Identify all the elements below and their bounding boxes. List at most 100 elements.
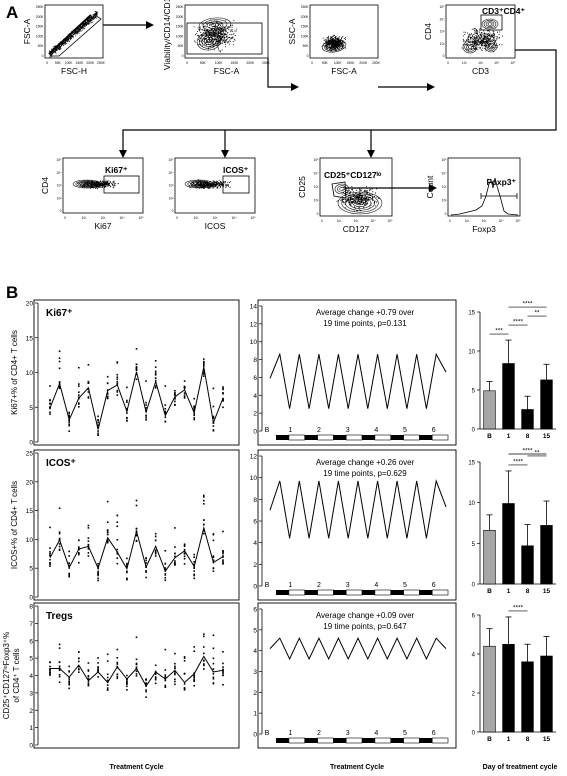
- event-dot: [477, 41, 479, 43]
- event-dot: [332, 46, 334, 47]
- data-point: [78, 406, 80, 408]
- event-dot: [215, 182, 217, 184]
- data-point: [87, 684, 90, 687]
- event-dot: [105, 181, 107, 183]
- data-point: [183, 397, 186, 399]
- event-dot: [108, 184, 110, 186]
- event-dot: [344, 42, 345, 44]
- event-dot: [219, 38, 221, 40]
- event-dot: [91, 182, 93, 183]
- event-dot: [55, 52, 57, 54]
- data-point: [222, 388, 224, 391]
- event-dot: [207, 182, 209, 184]
- event-dot: [54, 51, 56, 53]
- data-point: [203, 364, 205, 366]
- density-contour: [485, 21, 495, 27]
- density-contour: [348, 197, 372, 209]
- data-point: [58, 350, 61, 353]
- data-point: [154, 539, 157, 542]
- bar-category: 1: [507, 588, 511, 595]
- event-dot: [353, 199, 355, 201]
- event-dot: [100, 180, 102, 182]
- data-point: [116, 391, 119, 393]
- event-dot: [219, 33, 221, 35]
- event-dot: [98, 184, 100, 186]
- y-tick-label: 0: [29, 743, 33, 750]
- event-dot: [99, 185, 100, 187]
- data-point: [78, 403, 80, 405]
- event-dot: [87, 19, 89, 21]
- event-dot: [210, 186, 212, 187]
- density-contour: [187, 180, 211, 188]
- data-point: [203, 375, 205, 377]
- event-dot: [203, 37, 205, 39]
- event-dot: [97, 188, 98, 189]
- event-dot: [94, 10, 96, 12]
- density-contour: [481, 18, 499, 30]
- event-dot: [364, 203, 366, 205]
- data-point: [49, 385, 51, 387]
- event-dot: [480, 33, 482, 35]
- event-dot: [485, 39, 487, 41]
- event-dot: [228, 43, 230, 45]
- y-tick-label: 10⁴: [439, 17, 445, 21]
- event-dot: [59, 41, 61, 43]
- density-contour: [193, 182, 205, 186]
- event-dot: [488, 31, 490, 33]
- event-dot: [483, 40, 484, 42]
- event-dot: [202, 45, 203, 47]
- event-dot: [216, 41, 218, 43]
- event-dot: [474, 49, 476, 50]
- event-dot: [199, 26, 201, 28]
- data-point: [222, 666, 224, 668]
- event-dot: [94, 13, 96, 15]
- event-dot: [70, 35, 72, 37]
- event-dot: [366, 203, 368, 205]
- event-dot: [80, 26, 81, 28]
- data-point: [193, 397, 195, 400]
- event-dot: [57, 47, 59, 48]
- density-contour: [196, 31, 222, 51]
- y-tick-label: 100K: [36, 34, 45, 38]
- event-dot: [474, 28, 475, 30]
- event-dot: [55, 49, 56, 51]
- data-point: [154, 677, 157, 679]
- event-dot: [64, 42, 66, 44]
- data-point: [145, 415, 147, 417]
- event-dot: [487, 40, 489, 42]
- event-dot: [478, 44, 480, 46]
- event-dot: [482, 43, 484, 45]
- event-dot: [486, 42, 488, 44]
- event-dot: [201, 187, 203, 188]
- data-point: [174, 392, 176, 394]
- event-dot: [367, 200, 369, 202]
- event-dot: [493, 37, 494, 39]
- event-dot: [204, 33, 206, 34]
- event-dot: [221, 38, 222, 40]
- data-point: [68, 687, 70, 690]
- data-point: [116, 661, 119, 664]
- density-contour: [198, 17, 232, 33]
- y-tick-label: 10²: [57, 196, 63, 200]
- data-point: [135, 670, 138, 673]
- event-dot: [223, 181, 225, 183]
- event-dot: [334, 37, 336, 38]
- event-dot: [55, 45, 57, 47]
- data-point: [135, 363, 138, 366]
- event-dot: [102, 186, 103, 188]
- event-dot: [89, 17, 91, 18]
- event-dot: [333, 42, 335, 44]
- flow-plot-1: 0050K50K100K100K150K150K200K200K250K250K…: [22, 4, 106, 76]
- event-dot: [82, 23, 84, 25]
- data-point: [145, 407, 147, 409]
- event-dot: [359, 196, 361, 197]
- event-dot: [220, 23, 222, 25]
- y-tick-label: 0: [443, 54, 445, 58]
- data-point: [126, 417, 128, 420]
- event-dot: [358, 197, 359, 199]
- data-point: [126, 407, 128, 410]
- event-dot: [212, 31, 214, 33]
- data-point: [116, 521, 119, 523]
- event-dot: [85, 184, 86, 186]
- event-dot: [333, 46, 335, 47]
